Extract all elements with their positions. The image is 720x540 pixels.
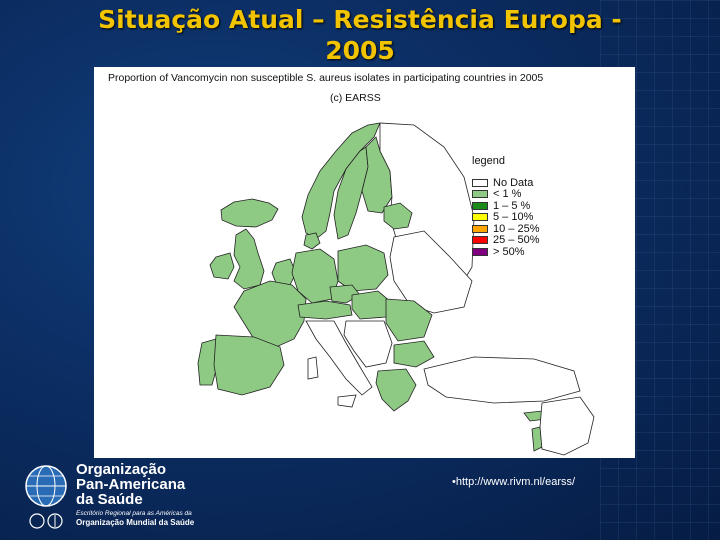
region-alpine [297,300,353,320]
legend-label: 5 – 10% [493,211,534,224]
region-uk [233,228,265,290]
legend-swatch [472,201,488,210]
logo-line3: da Saúde [76,491,143,508]
region-bulgaria [393,340,435,368]
region-spain [213,334,285,396]
legend-label: 10 – 25% [493,222,540,235]
region-middle-east [539,396,595,456]
legend-entry: < 1 % [472,188,539,201]
legend-label: > 50% [493,245,525,258]
logo-line1: Organização [76,461,167,478]
region-iceland [220,198,279,228]
paho-logo: Organização Pan-Americana da Saúde Escri… [22,458,242,536]
legend-swatch [472,178,488,187]
legend-swatch [472,247,488,256]
region-ireland [209,252,235,280]
legend-swatch [472,190,488,199]
who-emblem-icon [29,513,63,529]
slide-title: Situação Atual – Resistência Europa - 20… [40,4,680,66]
legend-swatch [472,224,488,233]
legend-label: < 1 % [493,188,522,201]
region-balkans [343,320,393,368]
region-poland [337,244,389,292]
map-legend: legend No Data < 1 % 1 – 5 % 5 – 10% 10 … [472,155,539,258]
legend-swatch [472,213,488,222]
region-italy-islands [307,356,357,408]
logo-wordmark: Organização Pan-Americana da Saúde [76,462,185,507]
legend-entry: 25 – 50% [472,234,540,247]
legend-label: 25 – 50% [493,234,540,247]
legend-title: legend [472,155,506,167]
legend-entry: > 50% [472,246,539,258]
legend-swatch [472,236,488,245]
globe-icon [25,465,67,507]
region-romania [385,298,433,342]
legend-entry: 5 – 10% [472,211,539,224]
logo-subtitle-org: Organização Mundial da Saúde [76,518,195,527]
slide-title-line2: 2005 [325,36,395,65]
map-panel: Proportion of Vancomycin non susceptible… [94,67,635,458]
region-italy [305,320,373,396]
region-baltics [383,202,413,230]
region-belarus-ukraine [389,230,473,314]
map-copyright: (c) EARSS [330,92,381,104]
logo-line2: Pan-Americana [76,476,186,493]
europe-map [197,122,595,456]
region-greece [375,368,417,412]
region-france [233,280,307,348]
map-caption: Proportion of Vancomycin non susceptible… [108,72,544,84]
slide-title-line1: Situação Atual – Resistência Europa - [98,5,622,34]
region-norway [301,122,381,240]
legend-label: No Data [493,176,534,189]
region-finland [361,136,393,214]
legend-label: 1 – 5 % [493,199,531,212]
logo-subtitle: Escritório Regional para as Américas da [76,510,192,517]
region-turkey [423,356,581,404]
legend-entry: 1 – 5 % [472,200,539,212]
region-denmark [303,232,321,250]
legend-entry: 10 – 25% [472,223,539,235]
source-url-link[interactable]: •http://www.rivm.nl/earss/ [452,476,576,488]
legend-entry: No Data [472,177,539,189]
